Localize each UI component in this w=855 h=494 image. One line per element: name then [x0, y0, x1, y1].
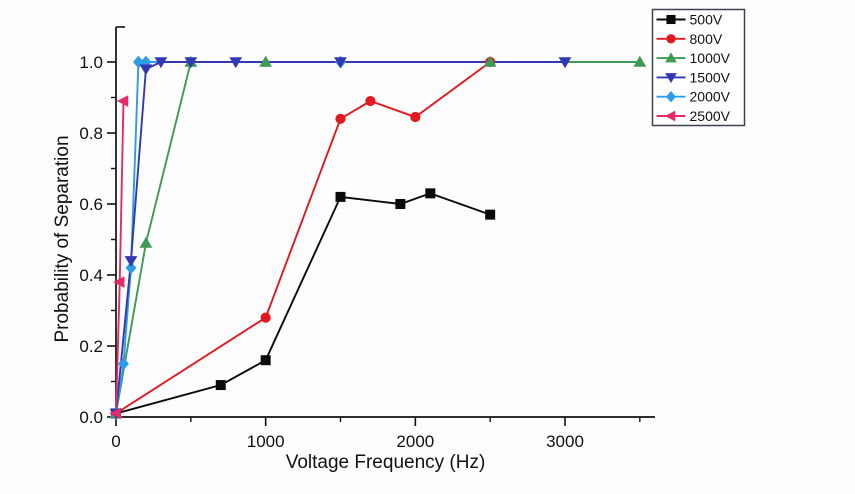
series-marker-1000V [259, 55, 273, 67]
legend-label-2500V: 2500V [690, 108, 731, 124]
legend-marker-800V [666, 34, 676, 44]
series-line-800V [115, 61, 491, 415]
y-tick-label: 1.0 [79, 53, 103, 72]
legend-label-1000V: 1000V [690, 50, 731, 66]
y-tick-label: 0.8 [79, 124, 103, 143]
y-tick-label: 0.4 [79, 266, 103, 285]
legend-box [651, 8, 746, 127]
y-tick-label: 0.0 [79, 408, 103, 427]
series-marker-2000V [125, 261, 137, 275]
legend-marker-2500V [664, 110, 676, 122]
series-marker-800V [260, 312, 271, 323]
series-marker-2000V [132, 55, 144, 69]
legend-label-500V: 500V [690, 12, 723, 28]
legend-marker-2000V [666, 90, 676, 103]
series-marker-500V [395, 199, 406, 209]
series-line-500V [115, 192, 491, 415]
x-tick-label: 2000 [396, 432, 434, 451]
series-marker-800V [410, 111, 421, 123]
y-tick-label: 0.6 [79, 195, 103, 214]
series-marker-1500V [139, 64, 153, 76]
series-marker-2500V [109, 407, 121, 420]
series-marker-500V [425, 188, 436, 199]
series-marker-500V [260, 355, 271, 366]
series-marker-800V [335, 113, 346, 124]
y-axis-title: Probability of Separation [52, 135, 73, 343]
legend-marker-1500V [665, 73, 677, 84]
series-marker-500V [485, 209, 496, 220]
series-marker-1500V [154, 57, 168, 69]
series-marker-1000V [633, 55, 647, 67]
series-marker-1500V [124, 256, 138, 267]
legend-marker-500V [666, 14, 676, 25]
series-line-1000V [115, 61, 640, 414]
series-marker-1500V [558, 57, 572, 69]
series-marker-2500V [113, 276, 125, 288]
series-marker-500V [335, 191, 346, 202]
series-marker-1500V [184, 57, 198, 69]
series-marker-1000V [139, 236, 153, 248]
x-tick-label: 3000 [546, 432, 584, 451]
series-marker-2500V [116, 95, 129, 107]
legend-label-800V: 800V [690, 31, 723, 47]
series-marker-500V [215, 380, 226, 391]
series-marker-1500V [229, 57, 243, 69]
legend-label-1500V: 1500V [690, 69, 731, 85]
x-tick-label: 1000 [247, 432, 285, 451]
legend-marker-1000V [665, 52, 677, 63]
series-line-1500V [115, 61, 565, 414]
series-line-2000V [115, 61, 341, 414]
legend-label-2000V: 2000V [690, 89, 731, 105]
series-marker-1500V [334, 57, 347, 69]
series-marker-1000V [483, 55, 497, 67]
y-tick-label: 0.2 [79, 337, 103, 356]
series-marker-800V [365, 95, 376, 107]
series-marker-2000V [118, 357, 129, 371]
x-axis-title: Voltage Frequency (Hz) [285, 452, 486, 473]
x-tick-label: 0 [111, 432, 120, 451]
